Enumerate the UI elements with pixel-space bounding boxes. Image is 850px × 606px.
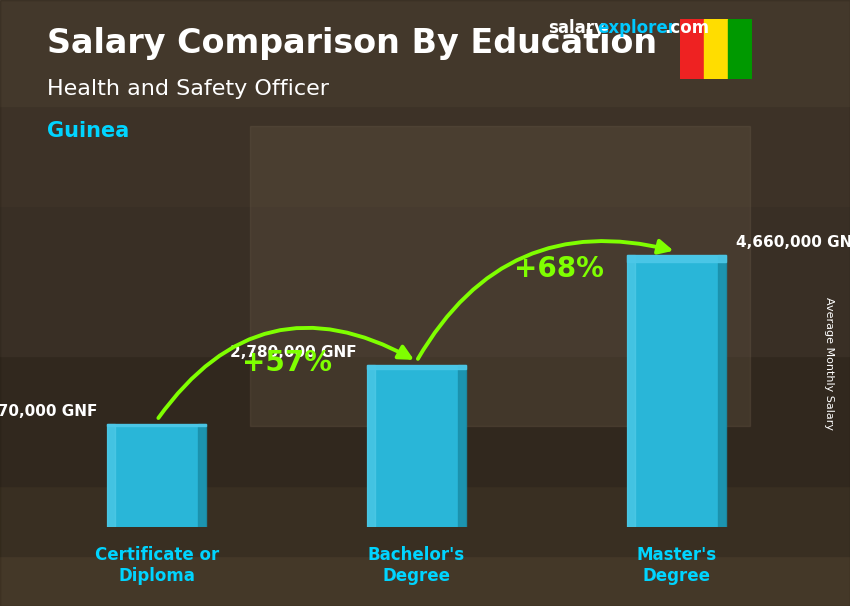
Bar bbox=[367, 365, 375, 527]
Bar bbox=[627, 255, 726, 527]
Text: Salary Comparison By Education: Salary Comparison By Education bbox=[47, 27, 657, 60]
Bar bbox=[0, 206, 850, 356]
Bar bbox=[0, 556, 850, 606]
Text: Health and Safety Officer: Health and Safety Officer bbox=[47, 79, 329, 99]
Text: salary: salary bbox=[548, 19, 605, 38]
Bar bbox=[198, 424, 206, 527]
Bar bbox=[0, 356, 850, 486]
Bar bbox=[627, 255, 635, 527]
Text: 2,780,000 GNF: 2,780,000 GNF bbox=[230, 345, 357, 360]
Bar bbox=[717, 255, 726, 527]
Bar bbox=[0, 0, 850, 106]
Bar bbox=[0, 486, 850, 556]
Text: +68%: +68% bbox=[514, 255, 604, 283]
Bar bbox=[680, 19, 704, 79]
Text: 1,770,000 GNF: 1,770,000 GNF bbox=[0, 404, 97, 419]
Bar bbox=[627, 255, 726, 262]
Text: explorer: explorer bbox=[598, 19, 677, 38]
Bar bbox=[250, 126, 750, 426]
Bar bbox=[704, 19, 728, 79]
Bar bbox=[0, 106, 850, 206]
Bar bbox=[367, 365, 466, 369]
Bar bbox=[367, 365, 466, 527]
Text: +57%: +57% bbox=[241, 349, 332, 378]
Bar bbox=[107, 424, 116, 527]
Text: 4,660,000 GNF: 4,660,000 GNF bbox=[736, 235, 850, 250]
Text: .com: .com bbox=[664, 19, 709, 38]
Text: Guinea: Guinea bbox=[47, 121, 129, 141]
Text: Average Monthly Salary: Average Monthly Salary bbox=[824, 297, 834, 430]
Bar bbox=[458, 365, 466, 527]
Bar bbox=[107, 424, 206, 427]
Bar bbox=[107, 424, 206, 527]
Bar bbox=[728, 19, 752, 79]
